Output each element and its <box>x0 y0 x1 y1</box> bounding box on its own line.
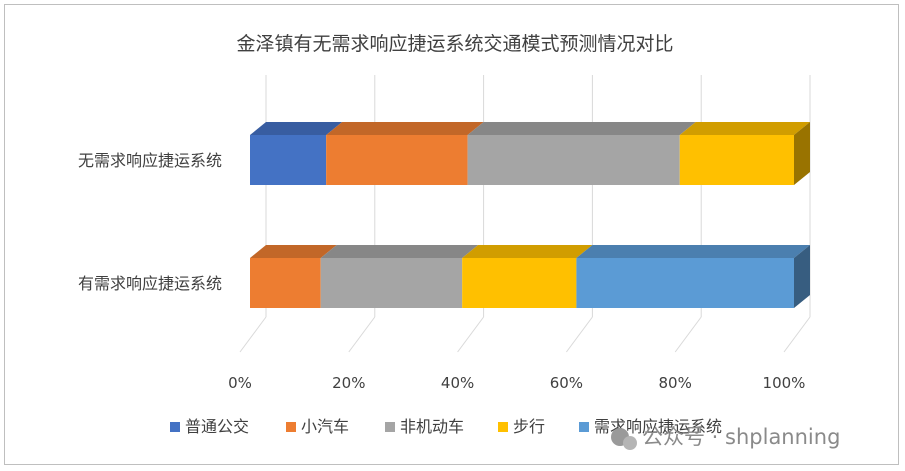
bar-1-series-4 <box>576 245 810 308</box>
bar-1-series-3 <box>462 245 593 308</box>
bars <box>250 122 810 308</box>
legend-label-0: 普通公交 <box>185 417 249 436</box>
bar-top-1-4 <box>576 245 810 258</box>
bar-front-0-3 <box>679 135 794 185</box>
legend-swatch-2 <box>385 422 395 432</box>
bar-front-0-1 <box>326 135 468 185</box>
legend-item-0: 普通公交 <box>170 417 249 436</box>
x-axis-ticks: 0% 20% 40% 60% 80% 100% <box>228 374 805 392</box>
bar-front-1-1 <box>250 258 321 308</box>
legend-item-2: 非机动车 <box>385 417 464 436</box>
category-label-0: 无需求响应捷运系统 <box>78 151 222 170</box>
bar-1-series-1 <box>250 245 337 308</box>
bar-0-series-1 <box>326 122 484 185</box>
bar-top-1-3 <box>462 245 593 258</box>
x-tick-5: 100% <box>763 374 806 392</box>
legend-swatch-0 <box>170 422 180 432</box>
bar-top-1-2 <box>320 245 479 258</box>
bar-top-0-1 <box>326 122 484 135</box>
watermark-text: 公众号 · shplanning <box>642 425 840 449</box>
bar-side-1-4 <box>794 245 810 308</box>
x-tick-3: 60% <box>550 374 583 392</box>
chart-title: 金泽镇有无需求响应捷运系统交通模式预测情况对比 <box>236 33 673 55</box>
bar-0-series-3 <box>679 122 810 185</box>
wechat-icon-bubble <box>623 436 637 450</box>
legend-label-1: 小汽车 <box>301 417 349 436</box>
x-tick-0: 0% <box>228 374 252 392</box>
legend-swatch-3 <box>498 422 508 432</box>
floor-gridline-0 <box>239 316 267 353</box>
legend-item-1: 小汽车 <box>286 417 349 436</box>
bar-0-series-0 <box>250 122 343 185</box>
bar-side-0-3 <box>794 122 810 185</box>
x-tick-1: 20% <box>332 374 365 392</box>
floor-gridline-3 <box>565 316 593 353</box>
x-tick-2: 40% <box>441 374 474 392</box>
bar-top-0-3 <box>679 122 810 135</box>
bar-front-1-3 <box>462 258 577 308</box>
bar-0-series-2 <box>467 122 696 185</box>
bar-top-0-2 <box>467 122 696 135</box>
legend-swatch-4 <box>579 422 589 432</box>
category-label-1: 有需求响应捷运系统 <box>78 274 222 293</box>
bar-1-series-2 <box>320 245 479 308</box>
legend-label-2: 非机动车 <box>400 417 464 436</box>
grid-lines <box>239 75 811 353</box>
legend-item-3: 步行 <box>498 417 545 436</box>
chart-frame <box>4 4 899 465</box>
x-tick-4: 80% <box>659 374 692 392</box>
watermark: 公众号 · shplanning <box>611 425 840 450</box>
legend-swatch-1 <box>286 422 296 432</box>
legend: 普通公交 小汽车 非机动车 步行 需求响应捷运系统 <box>170 417 722 436</box>
floor-gridline-4 <box>674 316 702 353</box>
bar-top-0-0 <box>250 122 343 135</box>
floor-gridline-2 <box>457 316 485 353</box>
bar-front-1-2 <box>320 258 463 308</box>
floor-gridline-5 <box>783 316 811 353</box>
bar-top-1-1 <box>250 245 337 258</box>
bar-front-1-4 <box>576 258 794 308</box>
bar-front-0-0 <box>250 135 327 185</box>
floor-gridline-1 <box>348 316 376 353</box>
legend-label-3: 步行 <box>513 417 545 436</box>
bar-front-0-2 <box>467 135 680 185</box>
